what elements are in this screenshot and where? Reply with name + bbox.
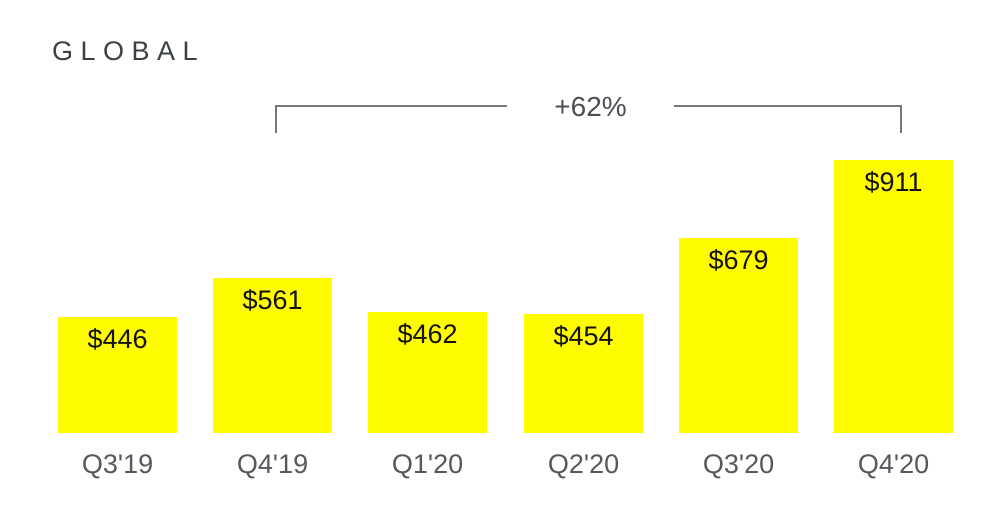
bar-value-label-q220: $454 [553, 321, 614, 351]
annotation-bracket-line-left [275, 105, 507, 107]
annotation-bracket-tick-right [900, 105, 902, 133]
x-axis-label-q220: Q2'20 [547, 449, 620, 479]
bar-value-label-q320: $679 [708, 245, 769, 275]
x-axis-label-q319: Q3'19 [81, 449, 154, 479]
bar-q320: $679 [679, 238, 798, 433]
bar-q420: $911 [834, 160, 953, 433]
annotation-bracket-tick-left [275, 105, 277, 133]
bar-value-label-q120: $462 [397, 319, 458, 349]
bar-q220: $454 [524, 314, 643, 433]
bar-value-label-q419: $561 [242, 285, 303, 315]
x-axis-label-q419: Q4'19 [236, 449, 309, 479]
x-axis-label-q120: Q1'20 [391, 449, 464, 479]
chart-title: GLOBAL [52, 36, 206, 66]
annotation-bracket-line-right [674, 105, 902, 107]
x-axis-label-q320: Q3'20 [702, 449, 775, 479]
bar-q419: $561 [213, 278, 332, 433]
growth-annotation: +62% [554, 91, 627, 122]
bar-q120: $462 [368, 312, 487, 433]
x-axis-label-q420: Q4'20 [857, 449, 930, 479]
bar-value-label-q319: $446 [87, 324, 148, 354]
bar-q319: $446 [58, 317, 177, 433]
bar-value-label-q420: $911 [864, 167, 923, 197]
